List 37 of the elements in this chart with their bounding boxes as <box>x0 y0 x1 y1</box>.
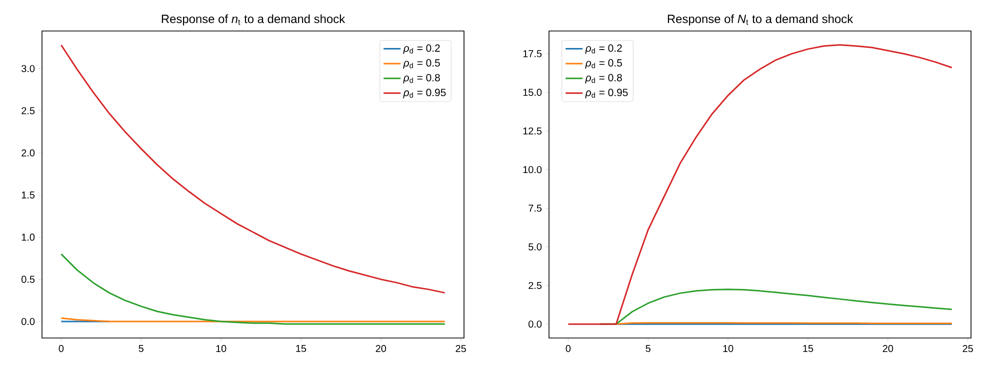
legend-label: ρ$_{d}$ = 0.5 <box>585 59 622 69</box>
y-tick-label: 0.0 <box>528 320 542 328</box>
x-tick-label: 20 <box>376 345 386 352</box>
x-tick-label: 10 <box>723 345 734 352</box>
y-tick-label: 7.5 <box>528 204 542 212</box>
y-tick-label: 17.5 <box>523 50 542 58</box>
y-tick-label: 2.5 <box>22 107 35 114</box>
x-tick-label: 15 <box>296 345 306 352</box>
legend-label: ρ$_{d}$ = 0.8 <box>403 74 440 84</box>
legend-label: ρ$_{d}$ = 0.95 <box>403 88 446 98</box>
legend-label: ρ$_{d}$ = 0.95 <box>585 88 628 98</box>
y-tick-label: 10.0 <box>523 166 542 174</box>
x-tick-label: 5 <box>646 345 650 352</box>
y-tick-label: 3.0 <box>22 65 35 72</box>
chart-title: Response of n$_{t}$ to a demand shock <box>162 14 346 26</box>
y-tick-label: 1.0 <box>22 234 35 241</box>
y-tick-label: 0.0 <box>22 318 35 325</box>
legend-label: ρ$_{d}$ = 0.8 <box>585 74 622 84</box>
x-tick-label: 0 <box>566 345 571 352</box>
x-tick-label: 15 <box>803 345 814 352</box>
y-tick-label: 15.0 <box>523 88 542 96</box>
chart-title: Response of N$_{t}$ to a demand shock <box>668 14 854 26</box>
legend-label: ρ$_{d}$ = 0.2 <box>585 44 622 54</box>
x-tick-label: 5 <box>138 345 144 352</box>
y-tick-label: 12.5 <box>523 127 542 134</box>
legend-label: ρ$_{d}$ = 0.5 <box>403 59 440 69</box>
y-tick-label: 1.5 <box>22 192 35 199</box>
y-tick-label: 2.5 <box>528 282 542 289</box>
y-tick-label: 0.5 <box>22 276 35 283</box>
x-tick-label: 20 <box>882 345 894 352</box>
x-tick-label: 10 <box>216 345 226 352</box>
x-tick-label: 0 <box>58 345 64 352</box>
x-tick-label: 25 <box>456 345 466 352</box>
y-tick-label: 5.0 <box>528 243 542 250</box>
legend-label: ρ$_{d}$ = 0.2 <box>403 44 440 54</box>
y-tick-label: 2.0 <box>22 149 35 156</box>
x-tick-label: 25 <box>962 345 973 352</box>
